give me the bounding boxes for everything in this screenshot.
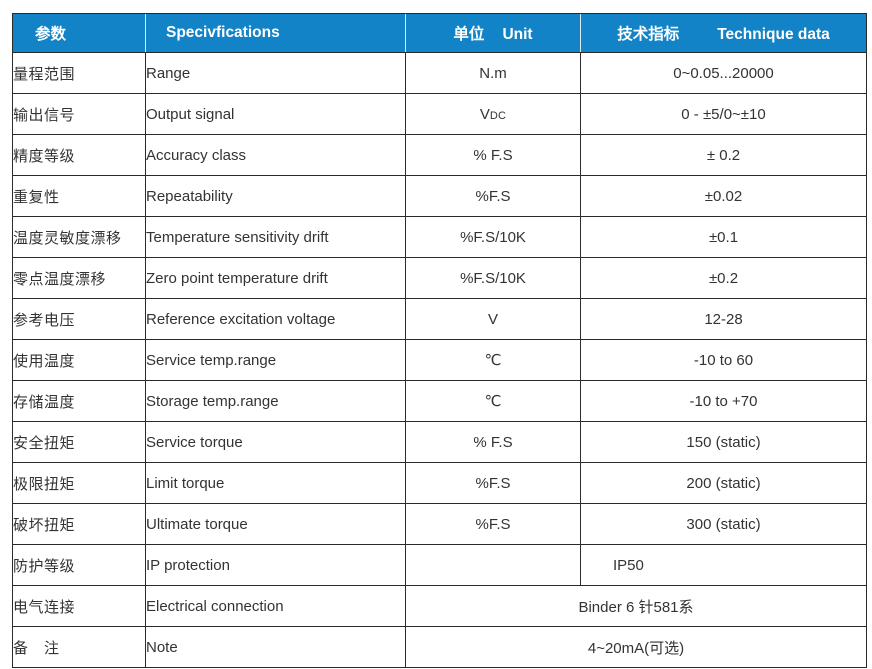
value-cell: -10 to +70 — [580, 380, 867, 422]
param-en: Ultimate torque — [145, 503, 406, 545]
unit-cell — [405, 544, 581, 586]
param-en: IP protection — [145, 544, 406, 586]
merged-value-cell: Binder 6 针581系 — [405, 585, 867, 627]
spec-table-container: 参数 Specivfications 单位 Unit 技术指标 Techniqu… — [12, 13, 867, 669]
table-row: 精度等级 Accuracy class % F.S ± 0.2 — [12, 134, 867, 176]
unit-cell: %F.S/10K — [405, 216, 581, 258]
table-row: 电气连接 Electrical connection Binder 6 针581… — [12, 585, 867, 627]
value-cell: ±0.2 — [580, 257, 867, 299]
value-cell: 12-28 — [580, 298, 867, 340]
table-row: 防护等级 IP protection IP50 — [12, 544, 867, 586]
param-en: Accuracy class — [145, 134, 406, 176]
header-technique-data: 技术指标 Technique data — [580, 13, 867, 53]
param-en: Storage temp.range — [145, 380, 406, 422]
param-cn: 电气连接 — [12, 585, 146, 627]
header-unit-en: Unit — [502, 26, 533, 43]
table-row: 安全扭矩 Service torque % F.S 150 (static) — [12, 421, 867, 463]
unit-cell: % F.S — [405, 421, 581, 463]
header-unit-cn: 单位 — [453, 26, 485, 43]
param-cn: 零点温度漂移 — [12, 257, 146, 299]
param-cn: 备 注 — [12, 626, 146, 668]
header-param: 参数 — [12, 13, 146, 53]
header-unit: 单位 Unit — [405, 13, 581, 53]
param-cn: 使用温度 — [12, 339, 146, 381]
table-row: 极限扭矩 Limit torque %F.S 200 (static) — [12, 462, 867, 504]
param-cn: 极限扭矩 — [12, 462, 146, 504]
merged-value-cell: 4~20mA(可选) — [405, 626, 867, 668]
param-en: Service temp.range — [145, 339, 406, 381]
unit-cell: %F.S/10K — [405, 257, 581, 299]
table-row: 输出信号 Output signal VDC 0 - ±5/0~±10 — [12, 93, 867, 135]
param-cn: 输出信号 — [12, 93, 146, 135]
value-cell: IP50 — [580, 544, 867, 586]
param-cn: 重复性 — [12, 175, 146, 217]
spec-table: 参数 Specivfications 单位 Unit 技术指标 Techniqu… — [12, 13, 867, 668]
unit-cell: %F.S — [405, 462, 581, 504]
table-row: 重复性 Repeatability %F.S ±0.02 — [12, 175, 867, 217]
param-en: Limit torque — [145, 462, 406, 504]
value-cell: -10 to 60 — [580, 339, 867, 381]
table-row: 零点温度漂移 Zero point temperature drift %F.S… — [12, 257, 867, 299]
unit-cell: ℃ — [405, 380, 581, 422]
value-cell: 0 - ±5/0~±10 — [580, 93, 867, 135]
param-cn: 量程范围 — [12, 52, 146, 94]
table-row: 量程范围 Range N.m 0~0.05...20000 — [12, 52, 867, 94]
param-en: Service torque — [145, 421, 406, 463]
unit-cell: V — [405, 298, 581, 340]
value-cell: 200 (static) — [580, 462, 867, 504]
param-cn: 存储温度 — [12, 380, 146, 422]
param-cn: 安全扭矩 — [12, 421, 146, 463]
param-cn: 破坏扭矩 — [12, 503, 146, 545]
param-cn: 防护等级 — [12, 544, 146, 586]
unit-cell: %F.S — [405, 175, 581, 217]
unit-subscript: DC — [489, 109, 507, 122]
table-row: 破坏扭矩 Ultimate torque %F.S 300 (static) — [12, 503, 867, 545]
table-row: 存储温度 Storage temp.range ℃ -10 to +70 — [12, 380, 867, 422]
param-en: Reference excitation voltage — [145, 298, 406, 340]
unit-cell: % F.S — [405, 134, 581, 176]
param-en: Output signal — [145, 93, 406, 135]
value-cell: ±0.02 — [580, 175, 867, 217]
value-cell: ± 0.2 — [580, 134, 867, 176]
header-technique-cn: 技术指标 — [617, 26, 680, 43]
table-row: 温度灵敏度漂移 Temperature sensitivity drift %F… — [12, 216, 867, 258]
value-cell: 300 (static) — [580, 503, 867, 545]
unit-main: V — [479, 105, 490, 123]
table-row: 使用温度 Service temp.range ℃ -10 to 60 — [12, 339, 867, 381]
param-en: Temperature sensitivity drift — [145, 216, 406, 258]
param-en: Range — [145, 52, 406, 94]
header-technique-en: Technique data — [717, 26, 830, 43]
param-cn: 温度灵敏度漂移 — [12, 216, 146, 258]
param-cn: 精度等级 — [12, 134, 146, 176]
unit-cell: N.m — [405, 52, 581, 94]
unit-cell: %F.S — [405, 503, 581, 545]
param-cn: 参考电压 — [12, 298, 146, 340]
value-cell: 150 (static) — [580, 421, 867, 463]
header-row: 参数 Specivfications 单位 Unit 技术指标 Techniqu… — [12, 13, 867, 53]
param-en: Repeatability — [145, 175, 406, 217]
table-row: 备 注 Note 4~20mA(可选) — [12, 626, 867, 668]
unit-cell: ℃ — [405, 339, 581, 381]
value-cell: ±0.1 — [580, 216, 867, 258]
table-row: 参考电压 Reference excitation voltage V 12-2… — [12, 298, 867, 340]
param-en: Zero point temperature drift — [145, 257, 406, 299]
header-specifications: Specivfications — [145, 13, 406, 53]
param-en: Note — [145, 626, 406, 668]
value-cell: 0~0.05...20000 — [580, 52, 867, 94]
param-en: Electrical connection — [145, 585, 406, 627]
unit-cell: VDC — [405, 93, 581, 135]
